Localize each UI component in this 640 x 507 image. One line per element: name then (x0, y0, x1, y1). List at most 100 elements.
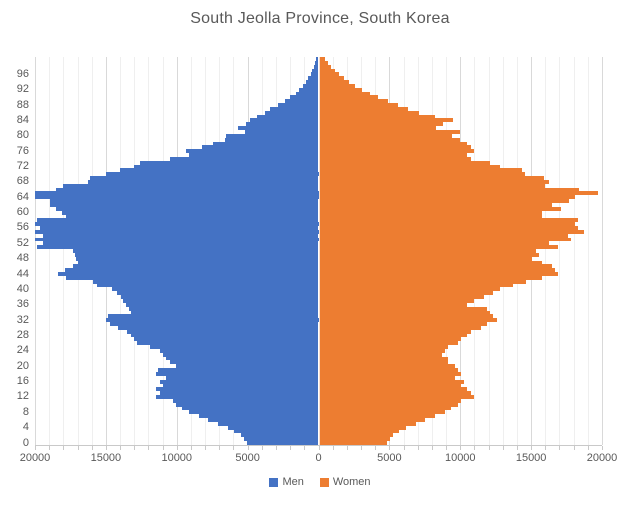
bar-men-age-66 (56, 188, 319, 191)
y-axis-label: 92 (16, 83, 29, 96)
women-color-swatch-icon (319, 477, 329, 487)
bar-women-age-15 (318, 384, 462, 387)
x-axis-tick (105, 446, 107, 450)
y-axis-label: 28 (16, 329, 29, 341)
bar-women-age-64 (318, 195, 575, 199)
bar-men-age-21 (169, 360, 319, 364)
gridline (35, 57, 36, 445)
bar-men-age-51 (36, 245, 319, 249)
bar-men-age-22 (166, 357, 319, 360)
bar-women-age-81 (318, 130, 460, 134)
bar-women-age-19 (318, 368, 458, 372)
bar-men-age-44 (57, 272, 319, 276)
gridline (573, 57, 575, 445)
x-axis-tick (77, 446, 79, 450)
bar-men-age-81 (244, 130, 319, 134)
men-color-swatch-icon (269, 477, 279, 487)
bar-men-age-98 (313, 65, 319, 69)
bar-men-age-55 (35, 230, 319, 234)
bar-men-age-94 (305, 80, 319, 84)
legend-label-women: Women (332, 476, 371, 488)
bar-women-age-53 (318, 238, 572, 241)
bar-men-age-70 (105, 172, 319, 176)
bar-women-age-6 (318, 418, 426, 422)
x-axis-tick (587, 446, 589, 450)
x-axis-tick (346, 446, 348, 450)
bar-men-age-37 (122, 299, 319, 303)
bar-women-age-75 (318, 153, 468, 157)
bar-men-age-12 (156, 395, 319, 399)
x-axis-label: 20000 (19, 452, 51, 464)
x-axis-tick (190, 446, 192, 450)
bar-men-age-57 (35, 222, 319, 226)
bar-women-age-7 (318, 414, 436, 418)
bar-women-age-28 (318, 334, 468, 337)
bar-men-age-100 (316, 57, 319, 61)
x-axis-tick (389, 446, 391, 450)
x-axis-tick (474, 446, 476, 450)
bar-women-age-31 (318, 322, 488, 326)
bar-women-age-78 (318, 142, 467, 145)
bar-men-age-78 (212, 142, 319, 145)
bar-men-age-27 (133, 337, 319, 341)
bar-women-age-73 (318, 161, 491, 165)
bar-men-age-64 (35, 195, 319, 199)
x-axis-label: 5000 (235, 452, 260, 464)
bar-women-age-69 (318, 176, 544, 180)
bar-men-age-59 (65, 215, 319, 218)
bar-men-age-15 (163, 384, 319, 387)
bar-women-age-29 (318, 330, 471, 334)
bar-men-age-96 (310, 72, 319, 76)
bar-men-age-83 (246, 122, 319, 126)
bar-women-age-62 (318, 203, 552, 207)
x-axis-tick (361, 446, 363, 450)
bar-women-age-91 (318, 92, 370, 95)
bar-women-age-39 (318, 291, 494, 295)
x-axis-label: 15000 (90, 452, 122, 464)
bar-women-age-65 (318, 191, 599, 195)
y-axis-label: 36 (16, 298, 29, 311)
x-axis-label: 5000 (377, 452, 402, 464)
y-axis-label: 52 (16, 236, 29, 249)
gridline (602, 57, 603, 445)
gridline (559, 57, 561, 445)
bar-women-age-36 (318, 303, 468, 307)
bar-men-age-1 (243, 437, 319, 441)
bar-men-age-26 (137, 341, 319, 345)
bar-men-age-38 (121, 295, 319, 299)
bar-women-age-25 (318, 345, 449, 349)
center-axis-line (318, 57, 320, 445)
bar-men-age-89 (284, 99, 319, 103)
bar-men-age-53 (35, 238, 319, 241)
bar-women-age-77 (318, 145, 471, 149)
bar-men-age-49 (75, 253, 319, 257)
legend-item-women: Women (319, 476, 371, 488)
x-axis-tick (120, 446, 122, 450)
y-axis-label: 60 (16, 206, 29, 219)
bar-men-age-41 (96, 284, 319, 287)
bar-women-age-27 (318, 337, 462, 341)
bar-men-age-63 (49, 199, 319, 203)
bar-women-age-80 (318, 134, 452, 138)
bar-women-age-50 (318, 249, 536, 253)
x-axis-label: 0 (315, 452, 322, 464)
x-axis-label: 20000 (586, 452, 618, 464)
y-axis-label: 64 (16, 190, 29, 203)
bar-men-age-47 (77, 261, 319, 264)
y-axis-label: 4 (22, 421, 29, 434)
bar-men-age-95 (308, 76, 319, 80)
bar-women-age-13 (318, 391, 471, 395)
bar-men-age-25 (149, 345, 319, 349)
legend-label-men: Men (282, 476, 304, 488)
bar-men-age-14 (156, 387, 319, 391)
bar-women-age-87 (318, 107, 408, 111)
legend-item-men: Men (269, 476, 304, 488)
bar-men-age-16 (159, 380, 319, 384)
y-axis-label: 72 (16, 159, 29, 172)
x-axis-tick (304, 446, 306, 450)
bar-women-age-0 (318, 441, 387, 445)
bar-women-age-79 (318, 138, 460, 142)
bar-men-age-17 (166, 376, 319, 380)
bar-men-age-46 (73, 264, 319, 268)
